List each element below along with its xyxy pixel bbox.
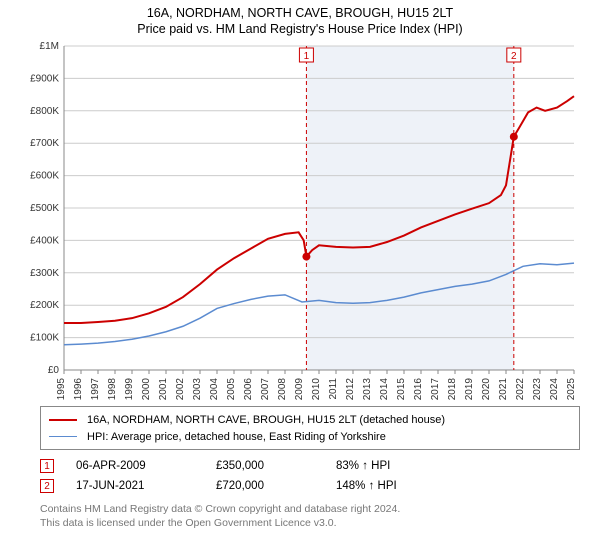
sale-marker-1-icon: 1 xyxy=(40,459,54,473)
sale-marker-1-num: 1 xyxy=(44,461,50,472)
svg-text:2014: 2014 xyxy=(379,378,390,400)
svg-text:2012: 2012 xyxy=(345,378,356,400)
sale-marker-2-num: 2 xyxy=(44,481,50,492)
svg-text:2013: 2013 xyxy=(362,378,373,400)
svg-text:2015: 2015 xyxy=(396,378,407,400)
svg-text:2004: 2004 xyxy=(209,378,220,400)
chart-area: £0 £100K £200K £300K £400K £500K £600K £700K £80… xyxy=(20,40,580,400)
root: 16A, NORDHAM, NORTH CAVE, BROUGH, HU15 2… xyxy=(0,0,600,560)
svg-text:2016: 2016 xyxy=(413,378,424,400)
svg-text:2005: 2005 xyxy=(226,378,237,400)
legend-row-property: 16A, NORDHAM, NORTH CAVE, BROUGH, HU15 2… xyxy=(49,411,571,428)
svg-text:2002: 2002 xyxy=(175,378,186,400)
svg-text:£100K: £100K xyxy=(30,333,59,344)
sale-marker-2-icon: 2 xyxy=(40,479,54,493)
svg-text:2024: 2024 xyxy=(549,378,560,400)
svg-text:£1M: £1M xyxy=(40,41,59,52)
svg-text:£300K: £300K xyxy=(30,268,59,279)
legend-swatch-property xyxy=(49,419,77,421)
svg-text:2001: 2001 xyxy=(158,378,169,400)
legend-row-hpi: HPI: Average price, detached house, East… xyxy=(49,428,571,445)
svg-text:2006: 2006 xyxy=(243,378,254,400)
svg-text:2018: 2018 xyxy=(447,378,458,400)
svg-text:1998: 1998 xyxy=(107,378,118,400)
legend: 16A, NORDHAM, NORTH CAVE, BROUGH, HU15 2… xyxy=(40,406,580,450)
chart-titles: 16A, NORDHAM, NORTH CAVE, BROUGH, HU15 2… xyxy=(10,6,590,36)
svg-text:£400K: £400K xyxy=(30,235,59,246)
svg-text:£200K: £200K xyxy=(30,300,59,311)
svg-text:2003: 2003 xyxy=(192,378,203,400)
sale-row-2: 2 17-JUN-2021 £720,000 148% ↑ HPI xyxy=(40,476,580,496)
footer-attribution: Contains HM Land Registry data © Crown c… xyxy=(40,502,580,530)
svg-text:1996: 1996 xyxy=(73,378,84,400)
svg-text:2008: 2008 xyxy=(277,378,288,400)
sale-1-pct: 83% ↑ HPI xyxy=(336,460,476,472)
legend-swatch-hpi xyxy=(49,436,77,438)
svg-text:2017: 2017 xyxy=(430,378,441,400)
sale-table: 1 06-APR-2009 £350,000 83% ↑ HPI 2 17-JU… xyxy=(40,456,580,496)
sale-1-price: £350,000 xyxy=(216,460,336,472)
svg-text:1995: 1995 xyxy=(56,378,67,400)
sale-2-price: £720,000 xyxy=(216,480,336,492)
svg-text:2000: 2000 xyxy=(141,378,152,400)
sale-row-1: 1 06-APR-2009 £350,000 83% ↑ HPI xyxy=(40,456,580,476)
price-chart-svg: £0 £100K £200K £300K £400K £500K £600K £700K £80… xyxy=(20,40,580,400)
svg-text:£900K: £900K xyxy=(30,73,59,84)
sale-1-date: 06-APR-2009 xyxy=(76,460,216,472)
svg-text:£700K: £700K xyxy=(30,138,59,149)
legend-label-hpi: HPI: Average price, detached house, East… xyxy=(87,431,386,443)
svg-text:2011: 2011 xyxy=(328,378,339,400)
footer-line-2: This data is licensed under the Open Gov… xyxy=(40,516,580,530)
svg-text:2010: 2010 xyxy=(311,378,322,400)
svg-text:£600K: £600K xyxy=(30,171,59,182)
legend-label-property: 16A, NORDHAM, NORTH CAVE, BROUGH, HU15 2… xyxy=(87,414,445,426)
svg-text:2009: 2009 xyxy=(294,378,305,400)
chart-title-address: 16A, NORDHAM, NORTH CAVE, BROUGH, HU15 2… xyxy=(10,6,590,20)
svg-text:2021: 2021 xyxy=(498,378,509,400)
svg-text:1999: 1999 xyxy=(124,378,135,400)
svg-text:1997: 1997 xyxy=(90,378,101,400)
svg-text:£800K: £800K xyxy=(30,106,59,117)
sale-2-date: 17-JUN-2021 xyxy=(76,480,216,492)
svg-text:£0: £0 xyxy=(48,365,60,376)
svg-text:2019: 2019 xyxy=(464,378,475,400)
svg-text:£500K: £500K xyxy=(30,203,59,214)
svg-text:2023: 2023 xyxy=(532,378,543,400)
svg-text:2007: 2007 xyxy=(260,378,271,400)
svg-text:2022: 2022 xyxy=(515,378,526,400)
svg-text:2025: 2025 xyxy=(566,378,577,400)
svg-text:2020: 2020 xyxy=(481,378,492,400)
svg-text:1: 1 xyxy=(304,51,310,62)
svg-text:2: 2 xyxy=(511,51,517,62)
sale-2-pct: 148% ↑ HPI xyxy=(336,480,476,492)
chart-title-sub: Price paid vs. HM Land Registry's House … xyxy=(10,22,590,36)
footer-line-1: Contains HM Land Registry data © Crown c… xyxy=(40,502,580,516)
